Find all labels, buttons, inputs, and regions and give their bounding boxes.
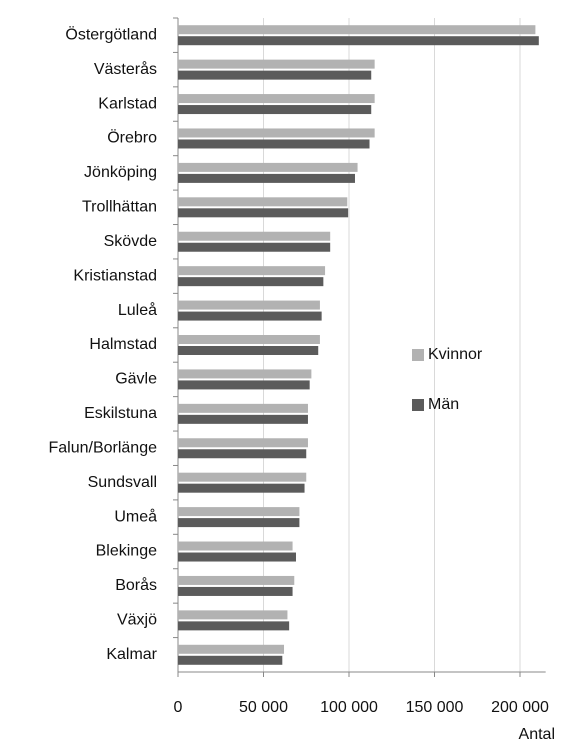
- x-tick-label: 100 000: [320, 699, 378, 716]
- bar: [178, 483, 305, 493]
- bar: [178, 94, 375, 104]
- legend-label: Män: [428, 396, 459, 413]
- bar: [178, 644, 285, 654]
- bar: [178, 139, 370, 149]
- bar: [178, 403, 308, 413]
- bar: [178, 449, 307, 459]
- bar: [178, 346, 319, 355]
- bar: [178, 266, 326, 276]
- x-tick-label: 0: [174, 699, 183, 716]
- y-tick-label: Kristianstad: [73, 267, 157, 284]
- bar: [178, 438, 308, 448]
- y-tick-label: Sundsvall: [88, 474, 157, 491]
- bar: [178, 36, 539, 46]
- x-tick-label: 50 000: [239, 699, 288, 716]
- bar: [178, 621, 290, 631]
- legend-label: Kvinnor: [428, 346, 483, 363]
- bar: [178, 242, 331, 252]
- bar: [178, 586, 293, 596]
- y-tick-label: Kalmar: [106, 646, 157, 663]
- bar: [178, 105, 372, 115]
- bar: [178, 552, 296, 562]
- bar: [178, 59, 375, 69]
- y-tick-label: Eskilstuna: [84, 405, 157, 422]
- bar: [178, 655, 283, 665]
- bar: [178, 380, 310, 390]
- legend-swatch: [412, 349, 424, 361]
- y-tick-label: Västerås: [94, 60, 157, 78]
- bar: [178, 335, 320, 344]
- bar: [178, 25, 536, 35]
- y-tick-label: Blekinge: [96, 543, 157, 560]
- bar: [178, 507, 300, 517]
- bar: [178, 208, 349, 218]
- x-tick-label: 150 000: [406, 699, 464, 716]
- y-tick-label: Skövde: [104, 233, 157, 250]
- bar: [178, 197, 348, 207]
- y-tick-label: Karlstad: [98, 95, 157, 112]
- y-tick-label: Falun/Borlänge: [48, 439, 157, 456]
- y-tick-label: Luleå: [118, 301, 157, 319]
- y-tick-label: Trollhättan: [82, 199, 157, 216]
- bar: [178, 575, 295, 585]
- bar: [178, 414, 308, 424]
- y-tick-label: Östergötland: [65, 25, 157, 43]
- bar: [178, 311, 322, 321]
- bar: [178, 610, 288, 620]
- bar: [178, 300, 320, 310]
- y-tick-label: Jönköping: [84, 164, 157, 181]
- bar: [178, 518, 300, 528]
- x-tick-label: 200 000: [491, 699, 549, 716]
- bar: [178, 128, 375, 138]
- bar: [178, 173, 355, 183]
- y-tick-label: Borås: [115, 576, 157, 594]
- y-tick-label: Umeå: [114, 507, 157, 525]
- bar: [178, 369, 312, 379]
- legend-swatch: [412, 399, 424, 411]
- bar: [178, 472, 307, 482]
- bar: [178, 277, 324, 287]
- y-tick-label: Örebro: [107, 129, 157, 147]
- bar: [178, 541, 293, 551]
- bar: [178, 70, 372, 80]
- x-axis-label: Antal: [519, 726, 555, 743]
- y-tick-label: Gävle: [115, 371, 157, 388]
- bar: [178, 231, 331, 241]
- bar: [178, 162, 358, 172]
- y-tick-label: Växjö: [117, 612, 157, 629]
- y-tick-label: Halmstad: [89, 336, 157, 353]
